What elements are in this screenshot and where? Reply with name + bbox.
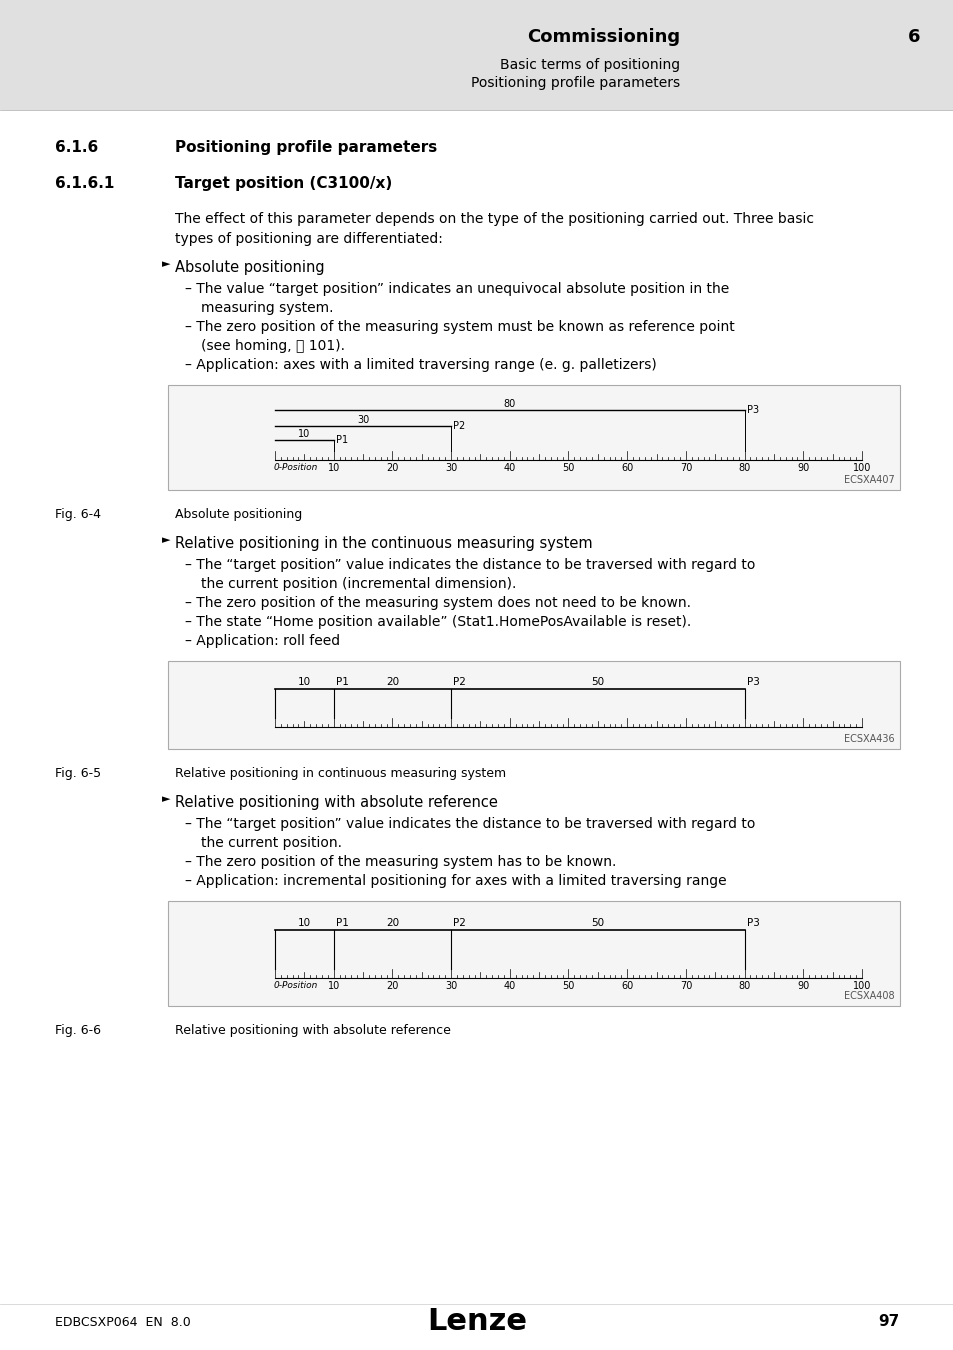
Text: ECSXA436: ECSXA436 (843, 734, 894, 744)
Text: – Application: incremental positioning for axes with a limited traversing range: – Application: incremental positioning f… (185, 873, 726, 888)
Text: 6.1.6: 6.1.6 (55, 140, 98, 155)
Text: 100: 100 (852, 981, 870, 991)
Text: measuring system.: measuring system. (201, 301, 334, 315)
Text: – Application: axes with a limited traversing range (e. g. palletizers): – Application: axes with a limited trave… (185, 358, 656, 373)
Text: 6: 6 (906, 28, 919, 46)
Text: 80: 80 (503, 400, 516, 409)
Text: Target position (C3100/x): Target position (C3100/x) (174, 176, 392, 190)
Text: Fig. 6-5: Fig. 6-5 (55, 767, 101, 780)
Text: ►: ► (162, 794, 171, 805)
Text: 90: 90 (797, 981, 808, 991)
Text: 10: 10 (297, 918, 311, 927)
Text: 50: 50 (561, 981, 574, 991)
Text: (see homing, ⬜ 101).: (see homing, ⬜ 101). (201, 339, 345, 352)
Bar (168, 385, 899, 490)
Text: 100: 100 (852, 463, 870, 472)
Text: Relative positioning with absolute reference: Relative positioning with absolute refer… (174, 1025, 451, 1037)
Text: Commissioning: Commissioning (526, 28, 679, 46)
Text: 50: 50 (591, 676, 604, 687)
Text: 20: 20 (385, 676, 398, 687)
Text: 97: 97 (878, 1315, 899, 1330)
Text: P2: P2 (453, 918, 465, 927)
Text: Absolute positioning: Absolute positioning (174, 261, 324, 275)
Bar (168, 900, 899, 1006)
Text: P3: P3 (746, 918, 759, 927)
Text: 70: 70 (679, 981, 691, 991)
Text: ECSXA408: ECSXA408 (843, 991, 894, 1000)
Text: Relative positioning in the continuous measuring system: Relative positioning in the continuous m… (174, 536, 592, 551)
Text: P1: P1 (335, 918, 348, 927)
Text: 30: 30 (444, 981, 456, 991)
Text: Fig. 6-6: Fig. 6-6 (55, 1025, 101, 1037)
Text: EDBCSXP064  EN  8.0: EDBCSXP064 EN 8.0 (55, 1315, 191, 1328)
Text: P3: P3 (746, 405, 758, 414)
Text: – The zero position of the measuring system does not need to be known.: – The zero position of the measuring sys… (185, 595, 690, 610)
Text: 60: 60 (620, 981, 633, 991)
Text: 30: 30 (356, 414, 369, 425)
Text: 20: 20 (385, 918, 398, 927)
Text: Relative positioning in continuous measuring system: Relative positioning in continuous measu… (174, 767, 506, 780)
Text: – The “target position” value indicates the distance to be traversed with regard: – The “target position” value indicates … (185, 558, 755, 572)
Text: 40: 40 (503, 981, 516, 991)
Text: 80: 80 (738, 981, 750, 991)
Text: the current position (incremental dimension).: the current position (incremental dimens… (201, 576, 516, 591)
Text: Positioning profile parameters: Positioning profile parameters (174, 140, 436, 155)
Text: 10: 10 (297, 676, 311, 687)
Text: ►: ► (162, 535, 171, 545)
Text: Basic terms of positioning: Basic terms of positioning (499, 58, 679, 72)
Bar (0, 0, 953, 109)
Text: P2: P2 (453, 421, 465, 431)
Text: 0-Position: 0-Position (274, 463, 318, 472)
Text: 80: 80 (738, 463, 750, 472)
Bar (168, 662, 899, 749)
Text: P1: P1 (335, 676, 348, 687)
Text: Fig. 6-4: Fig. 6-4 (55, 508, 101, 521)
Text: 50: 50 (561, 463, 574, 472)
Text: ECSXA407: ECSXA407 (843, 475, 894, 485)
Text: 10: 10 (327, 463, 339, 472)
Text: Positioning profile parameters: Positioning profile parameters (471, 76, 679, 90)
Text: – The zero position of the measuring system must be known as reference point: – The zero position of the measuring sys… (185, 320, 734, 333)
Text: 6.1.6.1: 6.1.6.1 (55, 176, 114, 190)
Text: 0-Position: 0-Position (274, 981, 318, 990)
Text: Lenze: Lenze (427, 1308, 526, 1336)
Text: Absolute positioning: Absolute positioning (174, 508, 302, 521)
Text: – The zero position of the measuring system has to be known.: – The zero position of the measuring sys… (185, 855, 616, 869)
Text: types of positioning are differentiated:: types of positioning are differentiated: (174, 232, 442, 246)
Text: 90: 90 (797, 463, 808, 472)
Text: 60: 60 (620, 463, 633, 472)
Text: – The value “target position” indicates an unequivocal absolute position in the: – The value “target position” indicates … (185, 282, 728, 296)
Text: 30: 30 (444, 463, 456, 472)
Text: P2: P2 (453, 676, 465, 687)
Text: the current position.: the current position. (201, 836, 341, 850)
Text: – The state “Home position available” (Stat1.HomePosAvailable is reset).: – The state “Home position available” (S… (185, 616, 691, 629)
Text: Relative positioning with absolute reference: Relative positioning with absolute refer… (174, 795, 497, 810)
Text: – The “target position” value indicates the distance to be traversed with regard: – The “target position” value indicates … (185, 817, 755, 832)
Text: – Application: roll feed: – Application: roll feed (185, 634, 340, 648)
Text: 20: 20 (386, 981, 398, 991)
Text: 10: 10 (298, 429, 310, 439)
Text: 10: 10 (327, 981, 339, 991)
Text: 70: 70 (679, 463, 691, 472)
Text: P3: P3 (746, 676, 759, 687)
Text: The effect of this parameter depends on the type of the positioning carried out.: The effect of this parameter depends on … (174, 212, 813, 225)
Text: ►: ► (162, 259, 171, 269)
Text: P1: P1 (335, 435, 348, 446)
Text: 50: 50 (591, 918, 604, 927)
Text: 40: 40 (503, 463, 516, 472)
Text: 20: 20 (386, 463, 398, 472)
